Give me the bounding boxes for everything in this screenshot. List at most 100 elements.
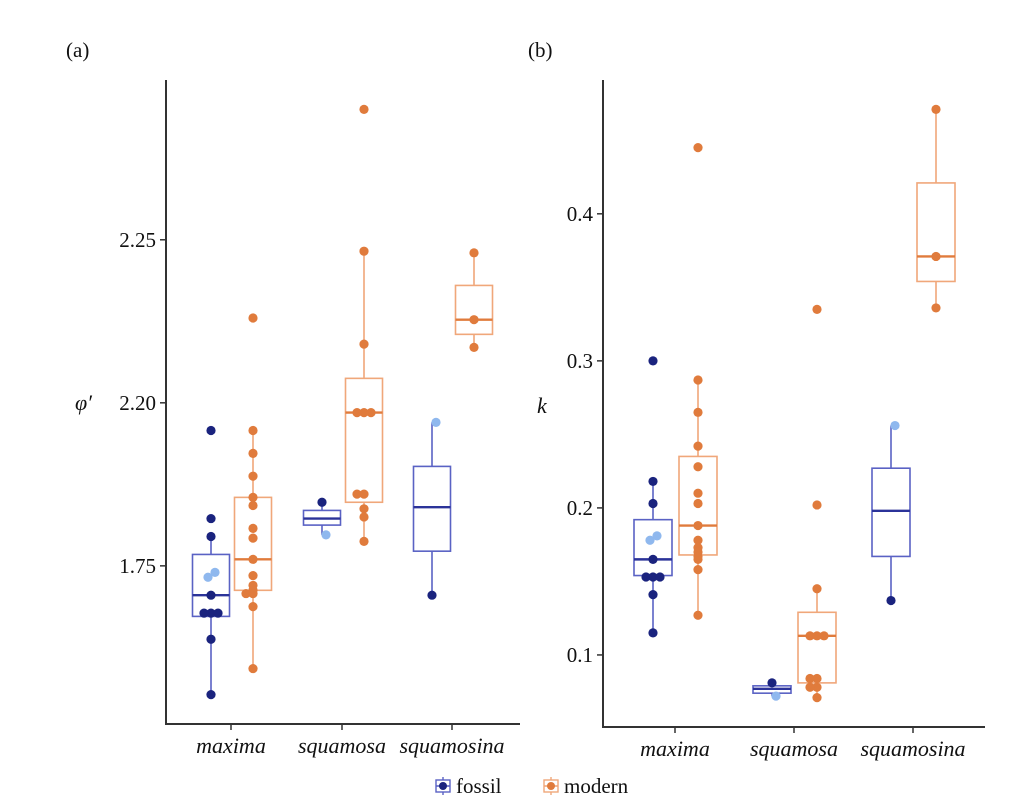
y-tick-label: 0.4 [567,202,594,226]
data-point [693,407,703,417]
legend-item-fossil: fossil [435,774,502,798]
data-point [693,610,703,620]
data-point [248,571,258,581]
boxplot-modern-squamosina [454,248,494,352]
data-point-highlight [652,531,662,541]
data-point [317,497,327,507]
data-point [812,673,822,684]
data-point [648,572,658,582]
panel-b-x-ticks: maxima squamosa squamosina [640,727,966,761]
data-point [248,533,258,543]
x-tick-label-maxima: maxima [640,736,710,761]
data-point [469,315,479,325]
panel-b-label: (b) [528,38,553,62]
data-point [352,407,362,418]
boxplot-fossil-squamosina [871,420,911,606]
data-point [469,248,479,258]
data-point [693,143,703,153]
data-point [359,489,369,499]
data-point [648,476,658,487]
boxplot-modern-maxima [233,313,273,674]
y-tick-label: 0.2 [567,496,593,520]
data-point [359,512,369,522]
box [412,465,452,552]
box [797,611,837,684]
data-point [693,498,703,509]
box [454,284,494,336]
data-point [248,448,258,458]
data-point [812,692,822,703]
data-point [248,663,258,674]
data-point [206,590,216,600]
data-point-highlight [645,535,655,545]
data-point [359,536,369,546]
data-point [693,462,703,472]
data-point [248,313,258,323]
data-point [693,441,703,451]
boxplot-fossil-maxima [633,356,673,638]
legend-key-point [547,782,555,790]
box [916,182,956,283]
y-tick-label: 2.20 [119,391,156,415]
data-point [213,608,223,618]
panel-a-y-ticks: 1.75 2.20 2.25 [119,228,166,578]
y-tick-label: 0.3 [567,349,593,373]
data-point [812,304,822,314]
data-point [812,584,822,594]
panel-b-y-ticks: 0.1 0.2 0.3 0.4 [567,202,603,667]
legend-item-modern: modern [543,774,629,798]
data-point [248,554,258,564]
data-point-highlight [321,530,331,540]
data-point [248,500,258,511]
data-point [248,471,258,481]
data-point [248,425,258,436]
data-point [931,104,941,115]
panel-a-x-ticks: maxima squamosa squamosina [196,724,505,758]
data-point [767,678,777,688]
data-point-highlight [431,417,441,427]
x-tick-label-squamosa: squamosa [750,736,838,761]
data-point [805,682,815,692]
data-point [206,531,216,542]
panel-b-y-axis-title: k [537,393,548,418]
data-point [352,489,362,499]
data-point [248,523,258,533]
boxplot-fossil-squamosina [412,417,452,600]
x-tick-label-maxima: maxima [196,733,266,758]
data-point [648,554,658,564]
boxplot-modern-maxima [678,143,718,620]
boxplot-fossil-squamosa [752,678,792,701]
data-point [469,342,479,352]
x-tick-label-squamosa: squamosa [298,733,386,758]
data-point-highlight [203,572,213,582]
data-point [359,246,369,256]
data-point [206,634,216,644]
data-point [648,356,658,366]
data-point [359,339,369,349]
box [871,467,911,558]
data-point [359,104,369,114]
boxplot-fossil-squamosa [302,497,342,540]
panel-b-marks [633,104,956,703]
legend-label-modern: modern [564,774,629,798]
data-point [693,520,703,531]
box [344,377,384,504]
data-point [199,608,209,618]
data-point [241,588,251,599]
data-point [805,673,815,684]
boxplot-modern-squamosa [344,104,384,546]
data-point [812,500,822,510]
legend-label-fossil: fossil [456,774,502,798]
data-point [641,572,651,582]
data-point [427,590,437,600]
data-point [931,251,941,262]
panel-a-label: (a) [66,38,89,62]
box [633,518,673,577]
data-point-highlight [210,567,220,577]
data-point [248,492,258,502]
data-point [206,690,216,700]
data-point [359,504,369,514]
data-point [886,595,896,606]
panel-a: (a) φ′ 1.75 2.20 2.25 maxima squamosa squamo… [66,38,520,758]
